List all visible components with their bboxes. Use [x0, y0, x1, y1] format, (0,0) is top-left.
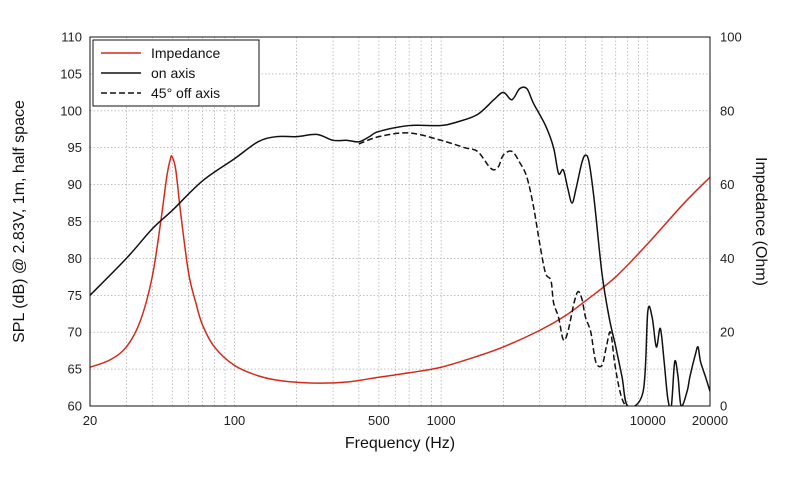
x-tick-label: 100: [224, 413, 246, 428]
y-left-tick-label: 70: [68, 325, 82, 340]
y-right-tick-label: 20: [720, 325, 734, 340]
tick-labels: 60 65 70 75 80 85 90 95 100 105 110 0 20 40 60 80 100 20 1…: [60, 30, 741, 429]
x-tick-label: 20000: [692, 413, 728, 428]
y-right-tick-label: 100: [720, 30, 742, 45]
y-right-tick-label: 0: [720, 399, 727, 414]
y-axis-left-label: SPL (dB) @ 2.83V, 1m, half space: [11, 100, 28, 343]
legend-label: on axis: [151, 65, 195, 81]
legend-label: 45° off axis: [151, 85, 220, 101]
y-right-tick-label: 40: [720, 251, 734, 266]
y-left-tick-label: 80: [68, 251, 82, 266]
y-left-tick-label: 85: [68, 214, 82, 229]
x-tick-label: 10000: [630, 413, 666, 428]
x-tick-label: 500: [368, 413, 390, 428]
x-tick-label: 20: [83, 413, 97, 428]
series-line-on-axis: [90, 86, 710, 406]
y-right-tick-label: 60: [720, 177, 734, 192]
y-axis-right-label: Impedance (Ohm): [752, 157, 769, 286]
y-left-tick-label: 105: [60, 66, 82, 81]
y-left-tick-label: 110: [61, 30, 82, 45]
y-left-tick-label: 100: [60, 103, 82, 118]
y-left-tick-label: 75: [68, 288, 82, 303]
series-line-impedance: [90, 155, 710, 384]
x-axis-label: Frequency (Hz): [345, 435, 455, 452]
series-line-45-off-axis: [358, 132, 627, 406]
legend-label: Impedance: [151, 45, 220, 61]
y-left-tick-label: 90: [68, 177, 82, 192]
y-left-tick-label: 60: [68, 399, 82, 414]
plot-frame: [89, 36, 711, 407]
y-left-tick-label: 95: [68, 140, 82, 155]
x-tick-label: 1000: [427, 413, 456, 428]
legend: Impedance on axis 45° off axis: [92, 39, 260, 107]
series-layer: [90, 86, 710, 406]
y-left-tick-label: 65: [68, 362, 82, 377]
y-right-tick-label: 80: [720, 103, 734, 118]
